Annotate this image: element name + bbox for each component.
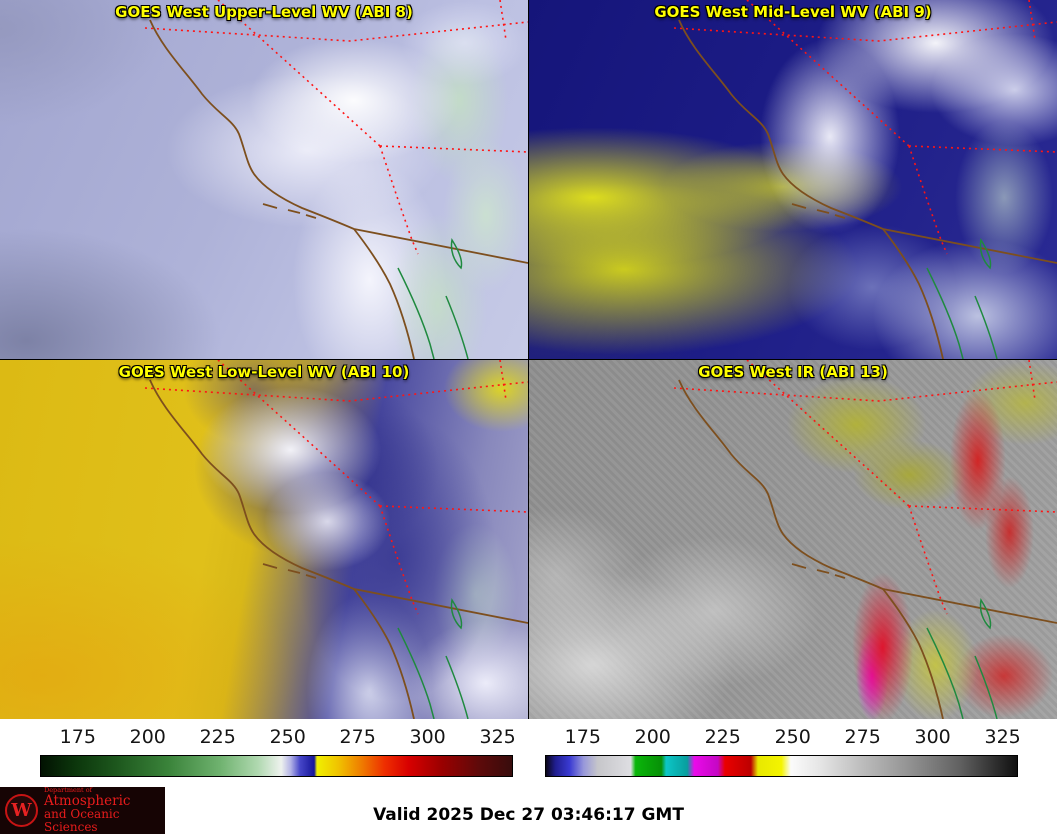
colorbar-tick: 225 — [199, 726, 236, 748]
colorbar-tick: 225 — [704, 726, 741, 748]
logo-text: Department of Atmospheric and Oceanic Sc… — [44, 785, 165, 835]
panel-upper-level-wv: GOES West Upper-Level WV (ABI 8) — [0, 0, 528, 359]
map-overlay — [144, 360, 528, 719]
satellite-panel-grid: GOES West Upper-Level WV (ABI 8) GOES We… — [0, 0, 1057, 719]
ir-colorbar-group: 175 200 225 250 275 300 325 — [545, 724, 1021, 782]
colorbar-tick: 200 — [129, 726, 166, 748]
colorbar-tick: 325 — [479, 726, 516, 748]
panel-title: GOES West IR (ABI 13) — [698, 363, 888, 381]
map-overlay — [673, 0, 1057, 359]
wv-colorbar — [40, 755, 513, 777]
colorbar-row: 175 200 225 250 275 300 325 175 200 225 … — [0, 719, 1057, 785]
panel-title: GOES West Low-Level WV (ABI 10) — [118, 363, 410, 381]
colorbar-tick: 325 — [984, 726, 1021, 748]
map-overlay — [673, 360, 1057, 719]
logo-line2: and Oceanic Sciences — [44, 807, 120, 835]
colorbar-tick: 275 — [844, 726, 881, 748]
uw-crest-icon: W — [5, 794, 38, 827]
colorbar-tick: 275 — [339, 726, 376, 748]
panel-title: GOES West Mid-Level WV (ABI 9) — [654, 3, 932, 21]
colorbar-tick: 300 — [914, 726, 951, 748]
ir-colorbar-ticks: 175 200 225 250 275 300 325 — [545, 724, 1021, 751]
colorbar-tick: 250 — [774, 726, 811, 748]
panel-ir: GOES West IR (ABI 13) — [529, 360, 1057, 719]
colorbar-tick: 175 — [564, 726, 601, 748]
valid-timestamp: Valid 2025 Dec 27 03:46:17 GMT — [373, 805, 684, 825]
colorbar-tick: 200 — [634, 726, 671, 748]
panel-low-level-wv: GOES West Low-Level WV (ABI 10) — [0, 360, 528, 719]
panel-title: GOES West Upper-Level WV (ABI 8) — [115, 3, 413, 21]
wv-colorbar-group: 175 200 225 250 275 300 325 — [40, 724, 516, 782]
map-overlay — [144, 0, 528, 359]
colorbar-tick: 175 — [59, 726, 96, 748]
footer: W Department of Atmospheric and Oceanic … — [0, 785, 1057, 836]
colorbar-tick: 250 — [269, 726, 306, 748]
wv-colorbar-ticks: 175 200 225 250 275 300 325 — [40, 724, 516, 751]
uw-aos-logo: W Department of Atmospheric and Oceanic … — [0, 785, 165, 835]
crest-monogram: W — [11, 800, 32, 821]
logo-line1: Atmospheric — [44, 792, 131, 809]
colorbar-tick: 300 — [409, 726, 446, 748]
ir-colorbar — [545, 755, 1018, 777]
logo-dept-line: Department of — [44, 785, 93, 794]
panel-mid-level-wv: GOES West Mid-Level WV (ABI 9) — [529, 0, 1057, 359]
